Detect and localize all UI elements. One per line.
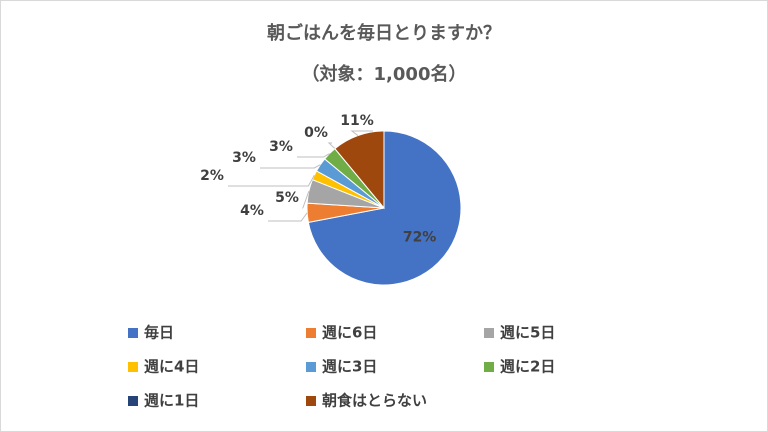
legend-swatch — [128, 328, 138, 338]
legend-label: 週に1日 — [144, 392, 199, 410]
legend-swatch — [306, 396, 316, 406]
legend-swatch — [128, 362, 138, 372]
legend-label: 朝食はとらない — [322, 392, 427, 410]
data-label: 2% — [200, 168, 224, 184]
legend-swatch — [306, 328, 316, 338]
data-label: 0% — [304, 125, 328, 141]
leader-line — [350, 130, 373, 136]
chart-subtitle: （対象：1,000名） — [302, 63, 467, 85]
legend-label: 週に4日 — [144, 358, 199, 376]
leader-line — [297, 153, 330, 158]
legend-swatch — [484, 328, 494, 338]
leader-line — [268, 212, 308, 222]
legend-label: 週に5日 — [500, 324, 555, 342]
chart-title: 朝ごはんを毎日とりますか？ — [267, 22, 501, 44]
data-label: 3% — [269, 139, 293, 155]
data-label: 11% — [340, 113, 374, 129]
leader-line — [302, 191, 310, 209]
leader-line — [327, 142, 336, 150]
legend-label: 週に6日 — [322, 324, 377, 342]
legend-swatch — [128, 396, 138, 406]
data-label: 3% — [232, 150, 256, 166]
data-label: 72% — [403, 229, 437, 245]
legend-swatch — [306, 362, 316, 372]
data-label: 5% — [275, 190, 299, 206]
legend-label: 週に3日 — [322, 358, 377, 376]
data-label: 4% — [240, 203, 264, 219]
legend-swatch — [484, 362, 494, 372]
pie-slice — [307, 130, 462, 286]
legend-label: 週に2日 — [500, 358, 555, 376]
leader-line — [228, 174, 315, 187]
leader-line — [260, 164, 321, 169]
legend-label: 毎日 — [144, 324, 174, 342]
